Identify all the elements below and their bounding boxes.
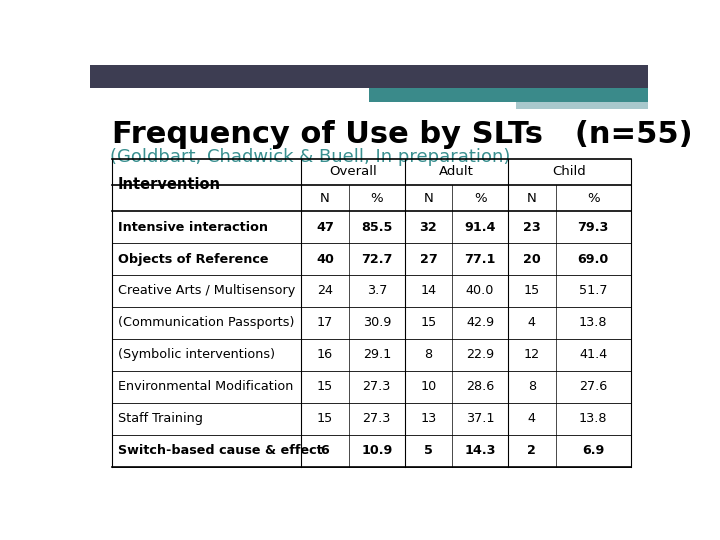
Text: %: %	[371, 192, 383, 205]
Text: 15: 15	[523, 285, 540, 298]
Text: 8: 8	[424, 348, 433, 361]
Text: Child: Child	[552, 165, 586, 178]
Text: 85.5: 85.5	[361, 220, 392, 234]
Text: Switch-based cause & effect: Switch-based cause & effect	[118, 444, 323, 457]
Text: 13: 13	[420, 413, 436, 426]
Text: 12: 12	[523, 348, 540, 361]
Text: 91.4: 91.4	[464, 220, 496, 234]
Text: 13.8: 13.8	[579, 413, 608, 426]
Text: 79.3: 79.3	[577, 220, 609, 234]
Text: Overall: Overall	[329, 165, 377, 178]
Text: Frequency of Use by SLTs   (n=55): Frequency of Use by SLTs (n=55)	[112, 120, 693, 149]
Text: 15: 15	[317, 413, 333, 426]
Text: 24: 24	[317, 285, 333, 298]
Text: 10.9: 10.9	[361, 444, 392, 457]
Text: Intervention: Intervention	[118, 178, 221, 192]
Text: 77.1: 77.1	[464, 253, 496, 266]
Text: Adult: Adult	[438, 165, 474, 178]
Text: 69.0: 69.0	[577, 253, 609, 266]
Text: 37.1: 37.1	[466, 413, 495, 426]
Text: 27.6: 27.6	[579, 380, 608, 393]
Text: Objects of Reference: Objects of Reference	[118, 253, 269, 266]
Text: 16: 16	[317, 348, 333, 361]
Text: 28.6: 28.6	[466, 380, 494, 393]
Text: 4: 4	[528, 413, 536, 426]
Text: Environmental Modification: Environmental Modification	[118, 380, 293, 393]
Text: 30.9: 30.9	[363, 316, 391, 329]
Text: 5: 5	[424, 444, 433, 457]
Text: N: N	[527, 192, 536, 205]
Text: 17: 17	[317, 316, 333, 329]
Text: 27.3: 27.3	[363, 380, 391, 393]
Text: 14.3: 14.3	[464, 444, 496, 457]
Bar	[369, 88, 648, 102]
Text: %: %	[587, 192, 600, 205]
Text: 20: 20	[523, 253, 541, 266]
Bar	[112, 159, 631, 467]
Text: 15: 15	[420, 316, 436, 329]
Text: (Communication Passports): (Communication Passports)	[118, 316, 294, 329]
Text: N: N	[320, 192, 330, 205]
Text: 13.8: 13.8	[579, 316, 608, 329]
Bar	[369, 102, 586, 106]
Text: 51.7: 51.7	[579, 285, 608, 298]
Text: 42.9: 42.9	[466, 316, 494, 329]
Text: 3.7: 3.7	[366, 285, 387, 298]
Text: (Symbolic interventions): (Symbolic interventions)	[118, 348, 275, 361]
Text: 32: 32	[420, 220, 437, 234]
Text: 40: 40	[316, 253, 334, 266]
Text: 40.0: 40.0	[466, 285, 495, 298]
Text: 15: 15	[317, 380, 333, 393]
Text: Creative Arts / Multisensory: Creative Arts / Multisensory	[118, 285, 295, 298]
Text: 10: 10	[420, 380, 436, 393]
Bar	[516, 102, 648, 110]
Text: 23: 23	[523, 220, 541, 234]
Text: 4: 4	[528, 316, 536, 329]
Text: %: %	[474, 192, 487, 205]
Text: 14: 14	[420, 285, 436, 298]
Text: N: N	[423, 192, 433, 205]
Text: 27.3: 27.3	[363, 413, 391, 426]
Bar	[90, 65, 648, 88]
Text: Staff Training: Staff Training	[118, 413, 203, 426]
Text: 22.9: 22.9	[466, 348, 494, 361]
Text: 27: 27	[420, 253, 437, 266]
Text: 8: 8	[528, 380, 536, 393]
Text: Intensive interaction: Intensive interaction	[118, 220, 268, 234]
Text: (Goldbart, Chadwick & Buell, In preparation): (Goldbart, Chadwick & Buell, In preparat…	[110, 148, 510, 166]
Text: 6: 6	[320, 444, 330, 457]
Text: 41.4: 41.4	[579, 348, 608, 361]
Text: 29.1: 29.1	[363, 348, 391, 361]
Text: 2: 2	[527, 444, 536, 457]
Text: 47: 47	[316, 220, 334, 234]
Text: 72.7: 72.7	[361, 253, 392, 266]
Text: 6.9: 6.9	[582, 444, 605, 457]
